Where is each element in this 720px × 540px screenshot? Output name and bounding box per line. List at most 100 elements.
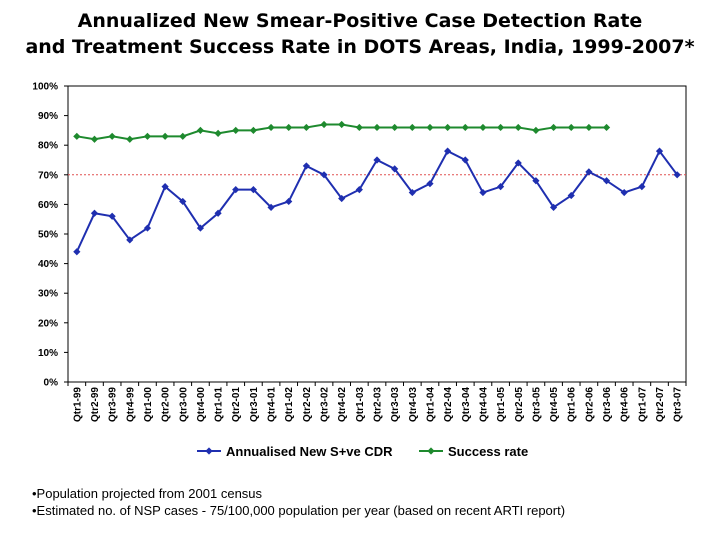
data-point-2 bbox=[214, 129, 222, 137]
x-tick-label: Qtr2-06 bbox=[584, 387, 595, 422]
y-tick-label: 20% bbox=[38, 318, 58, 329]
data-point-2 bbox=[514, 123, 522, 132]
data-point-2 bbox=[355, 123, 363, 132]
x-tick-label: Qtr4-00 bbox=[196, 387, 207, 422]
data-point-1 bbox=[532, 177, 540, 185]
x-tick-label: Qtr4-05 bbox=[549, 387, 560, 422]
x-tick-label: Qtr2-01 bbox=[231, 387, 242, 422]
data-point-2 bbox=[232, 126, 240, 134]
data-point-2 bbox=[497, 123, 505, 132]
data-point-1 bbox=[302, 162, 310, 170]
x-tick-label: Qtr1-99 bbox=[72, 387, 83, 422]
data-point-2 bbox=[461, 123, 469, 132]
y-tick-label: 10% bbox=[38, 348, 58, 359]
x-tick-label: Qtr3-04 bbox=[461, 387, 472, 422]
y-tick-label: 50% bbox=[38, 230, 58, 241]
data-point-1 bbox=[602, 177, 611, 185]
data-point-1 bbox=[179, 197, 187, 206]
x-tick-label: Qtr1-02 bbox=[284, 387, 295, 422]
data-point-2 bbox=[426, 123, 434, 132]
data-point-2 bbox=[90, 135, 99, 143]
x-tick-label: Qtr2-04 bbox=[443, 387, 454, 422]
data-point-1 bbox=[196, 224, 205, 232]
data-point-2 bbox=[302, 123, 310, 132]
x-tick-label: Qtr1-07 bbox=[637, 387, 648, 422]
data-point-1 bbox=[143, 224, 152, 232]
data-point-1 bbox=[567, 191, 575, 200]
data-point-2 bbox=[320, 120, 328, 129]
x-tick-label: Qtr1-03 bbox=[355, 387, 366, 422]
data-point-2 bbox=[179, 132, 187, 140]
x-tick-label: Qtr2-03 bbox=[373, 387, 384, 422]
data-point-2 bbox=[161, 132, 169, 140]
chart-title-line-2: and Treatment Success Rate in DOTS Areas… bbox=[25, 36, 695, 58]
x-tick-label: Qtr3-00 bbox=[178, 387, 189, 422]
data-point-2 bbox=[549, 123, 558, 132]
x-tick-label: Qtr1-06 bbox=[567, 387, 578, 422]
data-point-1 bbox=[638, 183, 646, 191]
legend-label-2: Success rate bbox=[448, 444, 528, 459]
data-point-1 bbox=[549, 203, 558, 211]
y-tick-label: 90% bbox=[38, 111, 58, 122]
data-point-1 bbox=[161, 183, 169, 191]
data-point-1 bbox=[620, 188, 628, 197]
legend-marker-2 bbox=[427, 447, 435, 455]
data-point-2 bbox=[126, 135, 134, 143]
data-point-1 bbox=[214, 209, 222, 217]
legend-label-1: Annualised New S+ve CDR bbox=[226, 444, 393, 459]
data-point-1 bbox=[338, 194, 346, 203]
x-tick-label: Qtr1-05 bbox=[496, 387, 507, 422]
x-tick-label: Qtr4-04 bbox=[478, 387, 489, 422]
x-tick-label: Qtr4-03 bbox=[408, 387, 419, 422]
data-point-1 bbox=[426, 180, 434, 188]
data-point-1 bbox=[320, 171, 328, 179]
x-tick-label: Qtr2-07 bbox=[655, 387, 666, 422]
data-point-1 bbox=[391, 165, 399, 173]
legend-marker-1 bbox=[205, 447, 213, 455]
y-tick-label: 30% bbox=[38, 289, 58, 300]
x-tick-label: Qtr1-00 bbox=[143, 387, 154, 422]
data-point-1 bbox=[249, 186, 257, 194]
data-point-2 bbox=[567, 123, 575, 132]
data-point-1 bbox=[479, 188, 487, 197]
data-point-2 bbox=[338, 120, 346, 129]
data-point-2 bbox=[249, 126, 257, 134]
data-point-1 bbox=[444, 147, 452, 155]
x-tick-label: Qtr1-01 bbox=[214, 387, 225, 422]
series-line-1 bbox=[75, 149, 678, 253]
data-point-1 bbox=[655, 147, 664, 155]
line-chart: 0% 10% 20% 30% 40% 50% 60% 70% 80% 90% 100% Qtr1-99… bbox=[32, 82, 687, 459]
y-tick-label: 80% bbox=[38, 141, 58, 152]
y-tick-label: 0% bbox=[44, 378, 59, 389]
data-point-1 bbox=[355, 186, 363, 194]
x-tick-label: Qtr1-04 bbox=[425, 387, 436, 422]
x-tick-label: Qtr3-07 bbox=[673, 387, 684, 422]
x-tick-label: Qtr2-02 bbox=[302, 387, 313, 422]
data-point-2 bbox=[285, 123, 293, 132]
data-point-2 bbox=[373, 123, 381, 132]
y-tick-label: 70% bbox=[38, 170, 58, 181]
data-point-1 bbox=[232, 186, 240, 194]
data-point-1 bbox=[73, 248, 81, 256]
x-tick-label: Qtr3-99 bbox=[108, 387, 119, 422]
data-point-1 bbox=[267, 203, 275, 211]
chart-title: Annualized New Smear-Positive Case Detec… bbox=[0, 8, 720, 60]
data-point-2 bbox=[602, 123, 611, 132]
data-point-1 bbox=[408, 188, 416, 197]
data-point-1 bbox=[108, 212, 116, 220]
data-point-2 bbox=[143, 132, 152, 140]
data-point-2 bbox=[267, 123, 275, 132]
x-tick-label: Qtr2-99 bbox=[90, 387, 101, 422]
x-tick-label: Qtr3-06 bbox=[602, 387, 613, 422]
data-point-1 bbox=[90, 209, 99, 217]
x-tick-label: Qtr3-01 bbox=[249, 387, 260, 422]
data-point-2 bbox=[391, 123, 399, 132]
x-tick-label: Qtr3-05 bbox=[531, 387, 542, 422]
data-point-2 bbox=[585, 123, 593, 132]
chart-title-line-1: Annualized New Smear-Positive Case Detec… bbox=[77, 10, 643, 32]
data-point-1 bbox=[514, 159, 522, 167]
data-point-2 bbox=[444, 123, 452, 132]
data-point-2 bbox=[196, 126, 205, 134]
y-tick-label: 40% bbox=[38, 259, 58, 270]
x-tick-label: Qtr4-06 bbox=[620, 387, 631, 422]
